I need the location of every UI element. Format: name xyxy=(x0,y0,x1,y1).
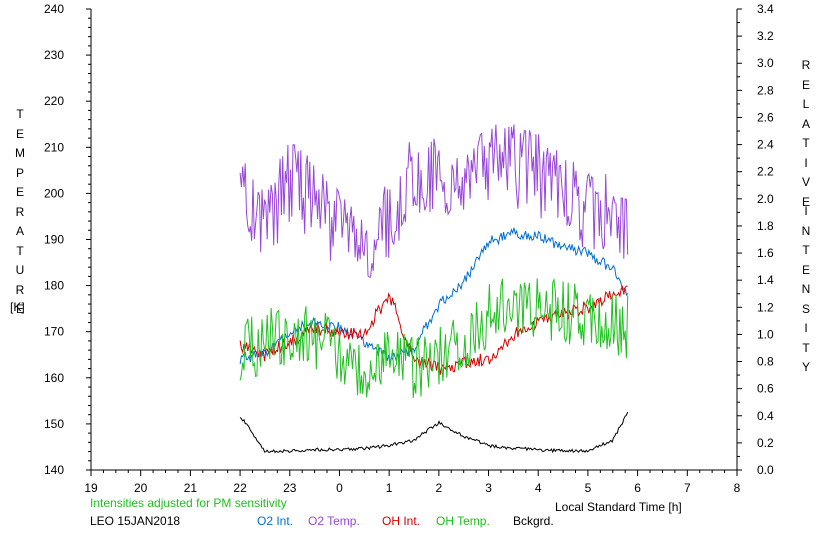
right-tick-label: 3.2 xyxy=(757,29,774,43)
x-tick-label: 6 xyxy=(634,481,641,495)
x-tick-label: 1 xyxy=(386,481,393,495)
left-tick-label: 150 xyxy=(44,417,64,431)
axes xyxy=(90,9,738,471)
right-tick-label: 1.2 xyxy=(757,300,774,314)
right-tick-label: 3.4 xyxy=(757,2,774,16)
right-tick-label: 1.8 xyxy=(757,219,774,233)
x-tick-label: 5 xyxy=(585,481,592,495)
tick-marks xyxy=(86,8,742,476)
left-tick-label: 240 xyxy=(44,2,64,16)
legend-oh-temp: OH Temp. xyxy=(436,514,490,528)
legend-o2-temp: O2 Temp. xyxy=(308,514,360,528)
right-tick-label: 2.0 xyxy=(757,192,774,206)
right-tick-label: 0.4 xyxy=(757,409,774,423)
right-tick-label: 2.8 xyxy=(757,83,774,97)
x-tick-label: 2 xyxy=(436,481,443,495)
left-axis-unit: [K] xyxy=(10,300,25,314)
series-o2-temp xyxy=(239,124,629,278)
legend-bckgrd: Bckgrd. xyxy=(513,514,554,528)
right-tick-label: 1.6 xyxy=(757,246,774,260)
x-axis-title: Local Standard Time [h] xyxy=(555,500,682,514)
left-tick-label: 170 xyxy=(44,325,64,339)
x-tick-label: 20 xyxy=(134,481,148,495)
x-tick-label: 8 xyxy=(734,481,741,495)
x-tick-label: 22 xyxy=(233,481,247,495)
x-tick-label: 7 xyxy=(684,481,691,495)
left-tick-label: 220 xyxy=(44,94,64,108)
left-tick-label: 180 xyxy=(44,279,64,293)
left-tick-label: 210 xyxy=(44,140,64,154)
x-tick-label: 21 xyxy=(184,481,198,495)
series-oh-temp xyxy=(239,277,629,398)
x-tick-label: 23 xyxy=(283,481,297,495)
right-tick-label: 3.0 xyxy=(757,56,774,70)
right-tick-label: 0.8 xyxy=(757,355,774,369)
x-tick-label: 4 xyxy=(535,481,542,495)
left-tick-label: 200 xyxy=(44,186,64,200)
right-tick-label: 2.2 xyxy=(757,165,774,179)
right-tick-label: 0.0 xyxy=(757,463,774,477)
right-tick-label: 0.6 xyxy=(757,382,774,396)
legend-station: LEO 15JAN2018 xyxy=(90,514,181,528)
right-tick-label: 2.6 xyxy=(757,110,774,124)
right-tick-label: 2.4 xyxy=(757,138,774,152)
legend-oh-int: OH Int. xyxy=(382,514,421,528)
right-tick-label: 1.4 xyxy=(757,273,774,287)
series-lines xyxy=(239,124,629,454)
legend-o2-int: O2 Int. xyxy=(257,514,294,528)
right-tick-label: 1.0 xyxy=(757,327,774,341)
x-tick-label: 0 xyxy=(336,481,343,495)
left-tick-label: 190 xyxy=(44,233,64,247)
tick-labels: 1401501601701801902002102202302400.00.20… xyxy=(44,2,774,495)
right-tick-label: 0.2 xyxy=(757,436,774,450)
left-tick-label: 230 xyxy=(44,48,64,62)
series-bckgrd xyxy=(239,411,629,454)
left-tick-label: 140 xyxy=(44,463,64,477)
x-tick-label: 19 xyxy=(84,481,98,495)
left-tick-label: 160 xyxy=(44,371,64,385)
legend-note: Intensities adjusted for PM sensitivity xyxy=(90,496,287,510)
x-tick-label: 3 xyxy=(485,481,492,495)
